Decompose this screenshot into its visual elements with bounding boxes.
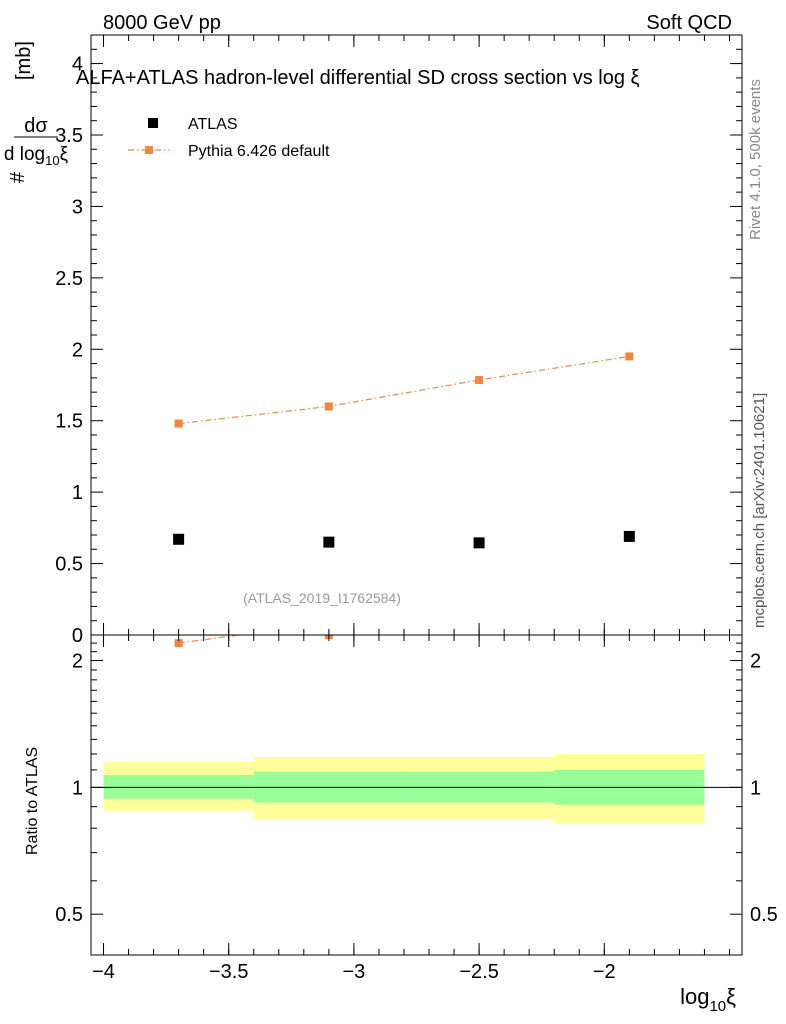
main-y-tick-label: 2.5 [55, 268, 83, 290]
main-y-tick-label: 1 [72, 482, 83, 504]
ratio-y-ticks: 0.5 0.5 1 1 2 2 [55, 642, 778, 926]
main-y-ticks: 0 0.5 1 1.5 2 2.5 3 3.5 4 [55, 48, 742, 647]
y-label-denominator: d log10ξ [4, 144, 69, 168]
ratio-y-tick-label-right: 2 [750, 651, 761, 673]
x-tick-label: −3 [342, 961, 365, 983]
legend: ATLAS Pythia 6.426 default [128, 116, 330, 160]
main-y-tick-label: 4 [72, 54, 83, 76]
pythia-point [625, 352, 634, 361]
pythia-line [178, 355, 630, 425]
ratio-y-tick-label: 2 [72, 651, 83, 673]
ratio-y-axis-label: Ratio to ATLAS [24, 747, 41, 855]
atlas-data-point [473, 537, 485, 549]
main-y-tick-label: 1.5 [55, 411, 83, 433]
category-label: Soft QCD [646, 12, 732, 34]
main-y-tick-label: 0.5 [55, 554, 83, 576]
atlas-data-point [323, 536, 335, 548]
x-axis-label: log10ξ [680, 984, 736, 1015]
main-plot-panel: (ATLAS_2019_I1762584) 00.511.522.533.54 … [55, 34, 743, 647]
legend-label-atlas: ATLAS [188, 116, 238, 133]
y-label-numerator: dσ [24, 115, 48, 137]
main-y-tick-label: 0 [72, 625, 83, 647]
ratio-y-tick-label: 1 [72, 777, 83, 799]
main-chart-title: ALFA+ATLAS hadron-level differential SD … [76, 67, 640, 89]
site-info-label: mcplots.cern.ch [arXiv:2401.10621] [751, 393, 768, 628]
y-label-hash: # [7, 171, 29, 183]
ratio-pythia-line [178, 634, 239, 644]
atlas-data-point [173, 533, 185, 545]
ratio-y-tick-label-right: 1 [750, 777, 761, 799]
y-label-unit: [mb] [13, 41, 35, 80]
main-y-tick-label: 3.5 [55, 125, 83, 147]
energy-label: 8000 GeV pp [103, 12, 221, 34]
x-tick-label: −4 [92, 961, 115, 983]
main-series-layer [173, 352, 635, 549]
ratio-plot-frame [90, 634, 743, 956]
ratio-y-tick-label: 0.5 [55, 904, 83, 926]
pythia-point [475, 376, 484, 384]
legend-marker-pythia [145, 146, 153, 154]
ratio-plot-panel: 0.5 0.5 1 1 2 2 −4 −3.5 −3 −2.5 −2 Ratio to ATLAS [24, 634, 778, 983]
x-tick-label: −2 [593, 961, 616, 983]
ratio-y-tick-label-right: 0.5 [750, 904, 778, 926]
pythia-point [324, 402, 333, 411]
legend-marker-atlas [148, 118, 158, 128]
ratio-inner-band [103, 774, 254, 799]
main-y-tick-label: 3 [72, 196, 83, 218]
ratio-pythia-point [174, 639, 183, 648]
analysis-watermark: (ATLAS_2019_I1762584) [243, 590, 401, 606]
ratio-x-ticks: −4 −3.5 −3 −2.5 −2 [92, 635, 730, 983]
pythia-point [174, 419, 183, 428]
main-y-axis-label: # dσ d log10ξ [mb] [4, 41, 69, 183]
ratio-error-bands [103, 754, 705, 824]
atlas-data-point [623, 530, 635, 542]
x-tick-label: −2.5 [459, 961, 498, 983]
rivet-info-label: Rivet 4.1.0, 500k events [747, 79, 764, 240]
main-x-ticks [103, 35, 730, 635]
main-y-tick-label: 2 [72, 339, 83, 361]
legend-label-pythia: Pythia 6.426 default [188, 143, 330, 160]
x-tick-label: −3.5 [209, 961, 248, 983]
